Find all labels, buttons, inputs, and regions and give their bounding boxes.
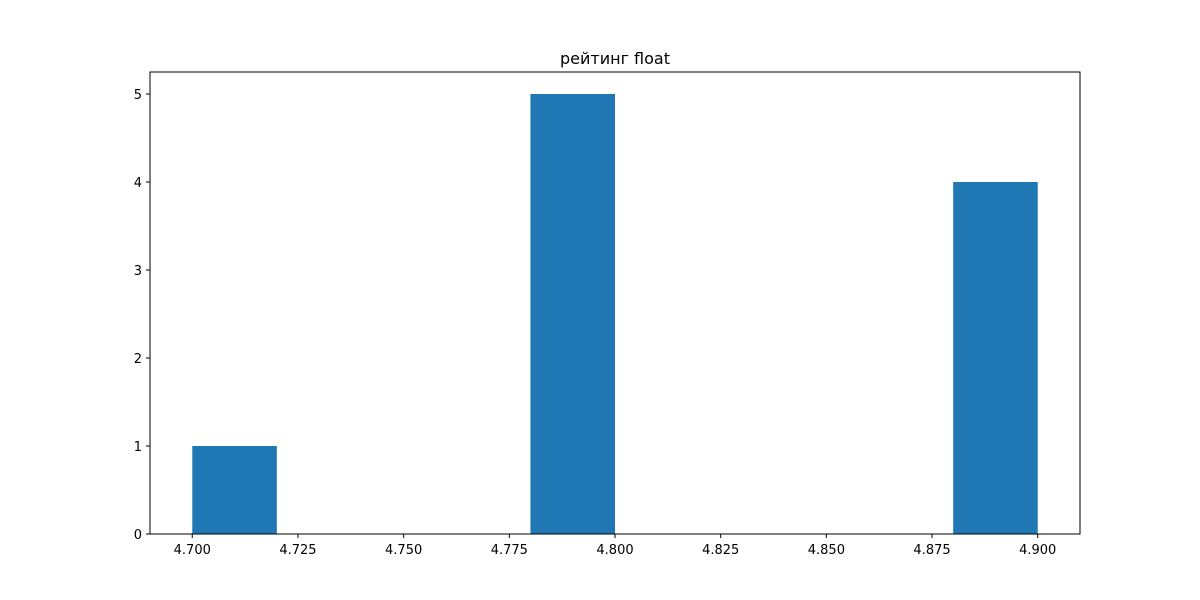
y-axis-ticks: 0 1 2 3 4 5 bbox=[134, 88, 150, 543]
x-tick-label: 4.900 bbox=[1019, 543, 1056, 558]
x-axis-ticks: 4.700 4.725 4.750 4.775 4.800 4.825 4.850 4.875… bbox=[174, 534, 1056, 558]
x-tick-label: 4.700 bbox=[174, 543, 211, 558]
x-tick-label: 4.850 bbox=[808, 543, 845, 558]
x-tick-label: 4.775 bbox=[491, 543, 528, 558]
y-tick-label: 4 bbox=[134, 176, 142, 191]
histogram-bar bbox=[530, 94, 615, 534]
y-tick-label: 1 bbox=[134, 440, 142, 455]
y-tick-label: 3 bbox=[134, 264, 142, 279]
x-tick-label: 4.750 bbox=[385, 543, 422, 558]
y-tick-label: 2 bbox=[134, 352, 142, 367]
bars-layer bbox=[192, 94, 1038, 534]
x-tick-label: 4.725 bbox=[279, 543, 316, 558]
y-tick-label: 5 bbox=[134, 88, 142, 103]
chart-title: рейтинг float bbox=[560, 49, 670, 68]
x-tick-label: 4.825 bbox=[702, 543, 739, 558]
histogram-bar bbox=[953, 182, 1038, 534]
x-tick-label: 4.875 bbox=[913, 543, 950, 558]
plot-area-frame bbox=[149, 71, 1081, 535]
histogram-bar bbox=[192, 446, 277, 534]
y-tick-label: 0 bbox=[134, 528, 142, 543]
x-tick-label: 4.800 bbox=[596, 543, 633, 558]
